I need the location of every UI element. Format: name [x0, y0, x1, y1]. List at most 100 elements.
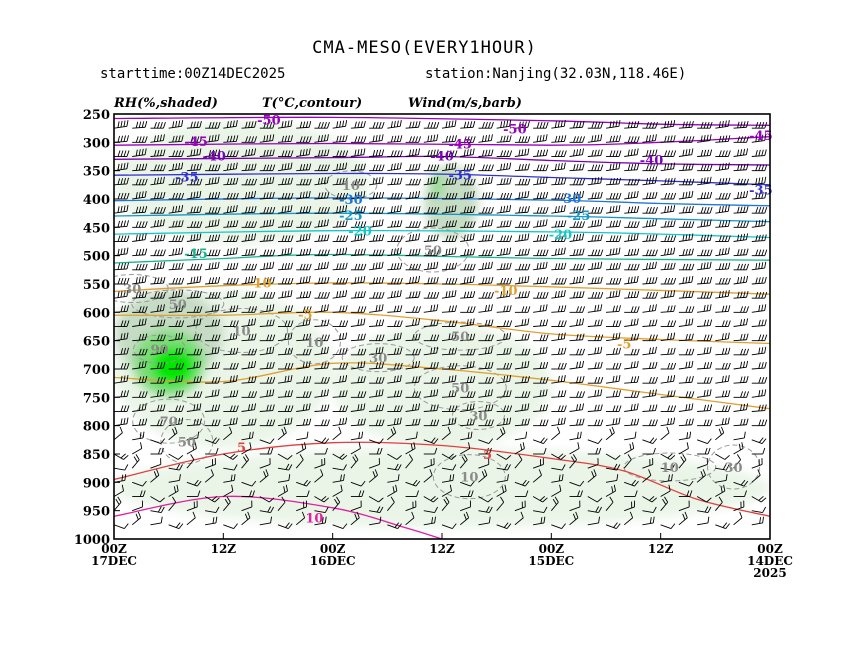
wind-barb — [533, 292, 549, 299]
wind-barb — [696, 469, 706, 483]
wind-barb — [678, 291, 694, 299]
wind-barb — [678, 333, 694, 342]
wind-barb — [587, 516, 600, 526]
wind-barb — [478, 234, 494, 242]
wind-barb — [423, 191, 439, 200]
wind-barb — [769, 255, 770, 256]
wind-barb — [369, 419, 385, 427]
wind-barb — [259, 122, 276, 129]
wind-barb — [697, 292, 713, 299]
wind-barb — [460, 206, 476, 214]
wind-barb — [278, 150, 294, 157]
wind-barb — [624, 275, 639, 285]
wind-barb — [624, 500, 636, 512]
wind-barb — [460, 418, 476, 427]
wind-barb — [569, 442, 580, 455]
wind-barb — [405, 454, 414, 469]
rh-contour-label: 50 — [178, 436, 196, 451]
wind-barb — [605, 474, 619, 483]
wind-barb — [751, 304, 767, 313]
wind-barb — [587, 234, 603, 242]
wind-barb — [624, 376, 640, 384]
wind-barb — [223, 177, 239, 186]
wind-barb — [697, 191, 713, 200]
wind-barb — [751, 207, 768, 214]
wind-barb — [605, 290, 621, 299]
wind-barb — [405, 431, 418, 441]
wind-barb — [387, 120, 402, 129]
wind-barb — [259, 319, 275, 327]
wind-barb — [314, 207, 330, 214]
wind-barb — [642, 164, 658, 172]
wind-barb — [369, 191, 385, 200]
wind-barb — [405, 263, 421, 271]
temperature-contour-label: -50 — [257, 114, 281, 129]
wind-barb — [259, 276, 275, 285]
wind-barb — [514, 479, 530, 487]
wind-barb — [478, 334, 494, 342]
wind-barb — [423, 447, 438, 455]
rh-contour-label: 70 — [160, 415, 178, 430]
wind-barb — [642, 149, 658, 157]
wind-barb — [660, 220, 676, 228]
wind-barb — [642, 249, 658, 257]
wind-barb — [551, 405, 567, 412]
wind-barb — [697, 447, 711, 455]
wind-barb — [441, 305, 457, 313]
wind-barb — [205, 319, 221, 327]
wind-barb — [606, 277, 622, 285]
wind-barb — [442, 235, 458, 242]
wind-barb — [186, 291, 202, 299]
wind-barb — [551, 474, 564, 483]
wind-barb — [205, 419, 221, 427]
wind-barb — [660, 453, 676, 460]
wind-barb — [715, 120, 730, 129]
wind-barb — [751, 404, 767, 412]
wind-barb — [186, 511, 196, 526]
wind-barb — [205, 176, 220, 186]
wind-barb — [132, 221, 148, 228]
x-tick-label: 15DEC — [528, 554, 574, 568]
wind-barb — [623, 442, 635, 455]
wind-barb — [369, 319, 385, 327]
wind-barb — [751, 377, 768, 384]
wind-barb — [715, 177, 731, 186]
wind-barb — [423, 377, 440, 384]
wind-barb — [715, 262, 731, 271]
wind-barb — [387, 235, 403, 242]
x-tick-label: 17DEC — [91, 554, 137, 568]
wind-barb — [587, 219, 603, 228]
wind-barb — [533, 207, 549, 214]
wind-barb — [405, 178, 421, 186]
wind-barb — [369, 334, 385, 342]
rh-contour-label: 30 — [369, 352, 387, 367]
wind-barb — [569, 360, 585, 370]
wind-barb — [642, 334, 658, 342]
wind-barb — [478, 249, 494, 257]
wind-barb — [114, 205, 129, 214]
wind-barb — [697, 219, 712, 228]
wind-barb — [733, 190, 749, 200]
wind-barb — [259, 447, 274, 455]
wind-barb — [186, 163, 202, 172]
wind-barb — [715, 484, 726, 497]
wind-barb — [296, 248, 312, 257]
wind-barb — [769, 425, 770, 426]
wind-barb — [551, 135, 567, 143]
wind-barb — [642, 389, 657, 398]
wind-barb — [441, 417, 457, 427]
wind-barb — [697, 176, 712, 186]
wind-barb — [587, 191, 603, 200]
wind-barb — [696, 458, 708, 469]
wind-barb — [496, 463, 511, 471]
y-tick-label: 500 — [83, 250, 110, 265]
wind-barb — [678, 221, 695, 228]
wind-barb — [514, 275, 530, 285]
wind-barb — [186, 178, 203, 186]
wind-barb — [624, 190, 639, 200]
wind-barb — [533, 377, 549, 384]
wind-barb — [678, 121, 694, 129]
wind-barb — [678, 275, 694, 285]
wind-barb — [532, 495, 548, 503]
wind-barb — [314, 319, 330, 327]
